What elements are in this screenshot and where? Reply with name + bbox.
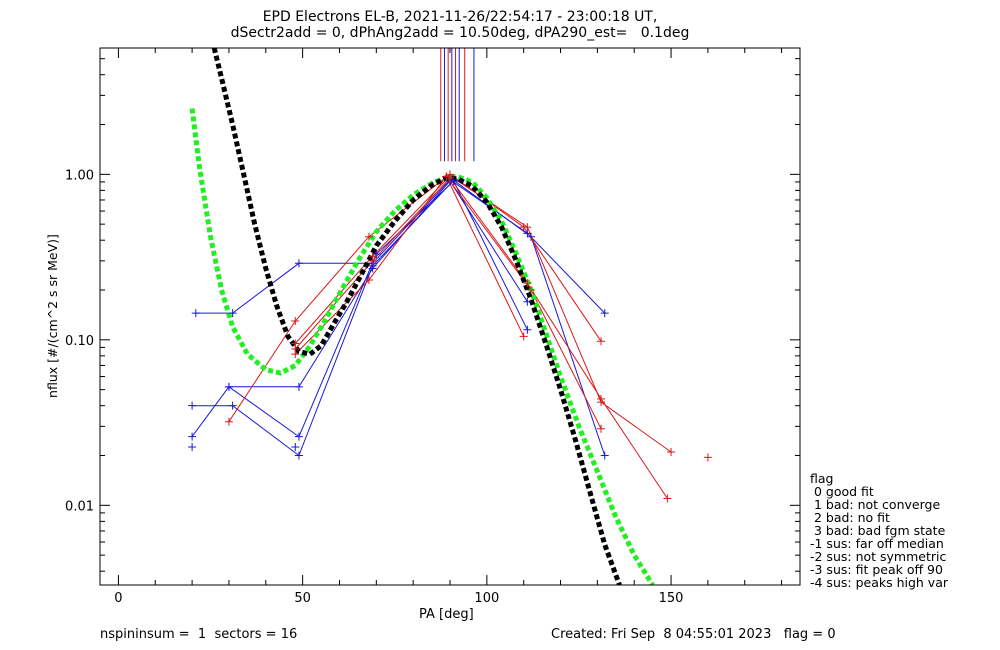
x-tick-label: 150 <box>659 591 684 606</box>
y-tick-label: 0.10 <box>65 334 94 349</box>
x-tick-label: 0 <box>114 591 122 606</box>
data-point-marker <box>600 309 609 318</box>
flux-series-line <box>294 175 525 355</box>
data-point-marker <box>597 398 606 407</box>
data-point-marker <box>291 316 300 325</box>
data-point-marker <box>519 332 528 341</box>
data-point-marker <box>368 264 377 273</box>
data-point-marker <box>294 451 303 460</box>
flux-series-line <box>445 176 602 430</box>
flux-series-line <box>228 180 528 388</box>
data-point-marker <box>523 279 532 288</box>
data-point-marker <box>446 171 454 180</box>
data-point-marker <box>291 339 300 348</box>
chart-title-line-1: EPD Electrons EL-B, 2021-11-26/22:54:17 … <box>262 9 658 25</box>
flux-series-line <box>191 180 528 438</box>
legend-item: 2 bad: no fit <box>810 510 890 525</box>
footer-right-text: Created: Fri Sep 8 04:55:01 2023 flag = … <box>551 627 836 642</box>
data-point-marker <box>228 309 237 318</box>
data-point-marker <box>527 286 536 295</box>
data-point-marker <box>224 417 233 426</box>
data-point-marker <box>523 297 532 306</box>
green-fit-curve <box>189 108 655 585</box>
legend-title: flag <box>810 471 834 486</box>
data-point-marker <box>523 223 532 232</box>
data-point-marker <box>600 451 609 460</box>
legend-item: -4 sus: peaks high var <box>810 575 949 590</box>
y-tick-label: 1.00 <box>65 168 94 183</box>
data-point-marker <box>523 325 532 334</box>
data-point-marker <box>364 275 373 284</box>
data-point-marker <box>364 232 373 241</box>
footer-left-text: nspininsum = 1 sectors = 16 <box>100 627 298 642</box>
data-point-marker <box>663 494 672 503</box>
legend-item: 1 bad: not converge <box>810 497 941 512</box>
data-point-marker <box>294 432 303 441</box>
x-tick-label: 50 <box>294 591 311 606</box>
chart-title-line-2: dSectr2add = 0, dPhAng2add = 10.50deg, d… <box>230 25 690 41</box>
data-point-marker <box>228 401 237 410</box>
data-point-marker <box>597 337 606 346</box>
flux-series-line <box>228 173 602 422</box>
data-point-marker <box>291 443 300 452</box>
flux-series-line <box>294 177 668 499</box>
y-axis-label: nflux [#/(cm^2 s sr MeV)] <box>45 234 60 398</box>
legend-item: 3 bad: bad fgm state <box>810 523 946 538</box>
y-tick-label: 0.01 <box>65 499 94 514</box>
plot-frame <box>99 47 801 586</box>
data-point-marker <box>188 401 197 410</box>
legend-item: 0 good fit <box>810 484 874 499</box>
legend-item: -3 sus: fit peak off 90 <box>810 562 943 577</box>
data-point-marker <box>224 382 233 391</box>
flux-series-line <box>294 175 672 453</box>
data-point-marker <box>294 382 303 391</box>
data-point-marker <box>294 259 303 268</box>
legend-item: -2 sus: not symmetric <box>810 549 947 564</box>
data-point-marker <box>188 443 197 452</box>
x-axis-label: PA [deg] <box>419 607 474 622</box>
data-point-marker <box>368 252 377 261</box>
data-point-marker <box>442 172 451 181</box>
data-point-marker <box>191 309 200 318</box>
data-point-marker <box>703 453 712 462</box>
legend-item: -1 sus: far off median <box>810 536 944 551</box>
data-point-marker <box>188 432 197 441</box>
black-fit-curve <box>211 48 622 585</box>
x-tick-label: 100 <box>474 591 499 606</box>
data-point-marker <box>527 232 536 241</box>
flux-series-line <box>195 178 606 314</box>
data-point-marker <box>667 447 676 456</box>
data-point-marker <box>597 424 606 433</box>
